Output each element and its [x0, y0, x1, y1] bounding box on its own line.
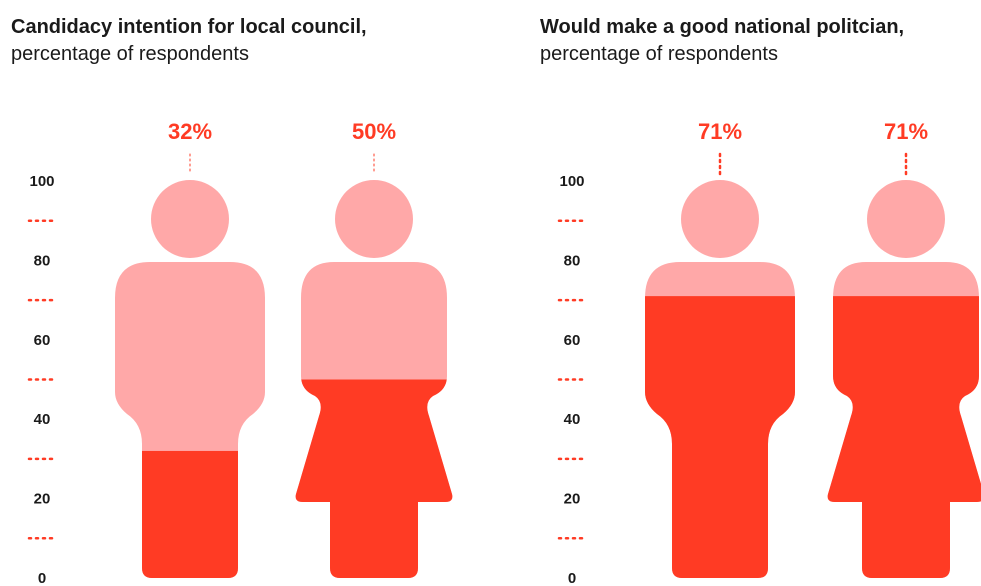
y-tick-label: 100 — [559, 173, 584, 190]
value-label: 32% — [168, 119, 212, 144]
figure-fill-bar — [827, 296, 981, 578]
y-tick-label: 20 — [34, 491, 51, 508]
y-tick-label: 40 — [34, 411, 51, 428]
y-tick-label: 60 — [564, 332, 581, 349]
female-figure — [295, 180, 453, 578]
y-tick-label: 60 — [34, 332, 51, 349]
y-tick-label: 80 — [564, 252, 581, 269]
value-label: 71% — [698, 119, 742, 144]
male-figure — [115, 180, 265, 578]
female-figure — [827, 180, 981, 578]
panel-1: 0 20 40 60 80 100 71% 71% — [557, 119, 981, 586]
panel-title-left-bold: Candidacy intention for local council, — [11, 16, 367, 38]
panel-title-right: Would make a good national politcian, pe… — [540, 14, 980, 68]
panel-title-right-bold: Would make a good national politcian, — [540, 16, 905, 38]
figure-fill-bar — [115, 450, 265, 578]
figure-fill-bar — [295, 379, 453, 578]
y-tick-label: 100 — [29, 173, 54, 190]
panel-0: 0 20 40 60 80 100 32% 50% — [27, 119, 453, 586]
y-tick-label: 80 — [34, 252, 51, 269]
panel-title-left: Candidacy intention for local council, p… — [11, 14, 431, 68]
value-label: 71% — [884, 119, 928, 144]
figure-fill-bar — [645, 296, 795, 578]
panel-title-right-rest: percentage of respondents — [540, 43, 778, 65]
y-tick-label: 0 — [38, 570, 46, 586]
y-tick-label: 20 — [564, 491, 581, 508]
y-tick-label: 40 — [564, 411, 581, 428]
y-tick-label: 0 — [568, 570, 576, 586]
panel-title-left-rest: percentage of respondents — [11, 43, 249, 65]
male-figure — [645, 180, 795, 578]
value-label: 50% — [352, 119, 396, 144]
